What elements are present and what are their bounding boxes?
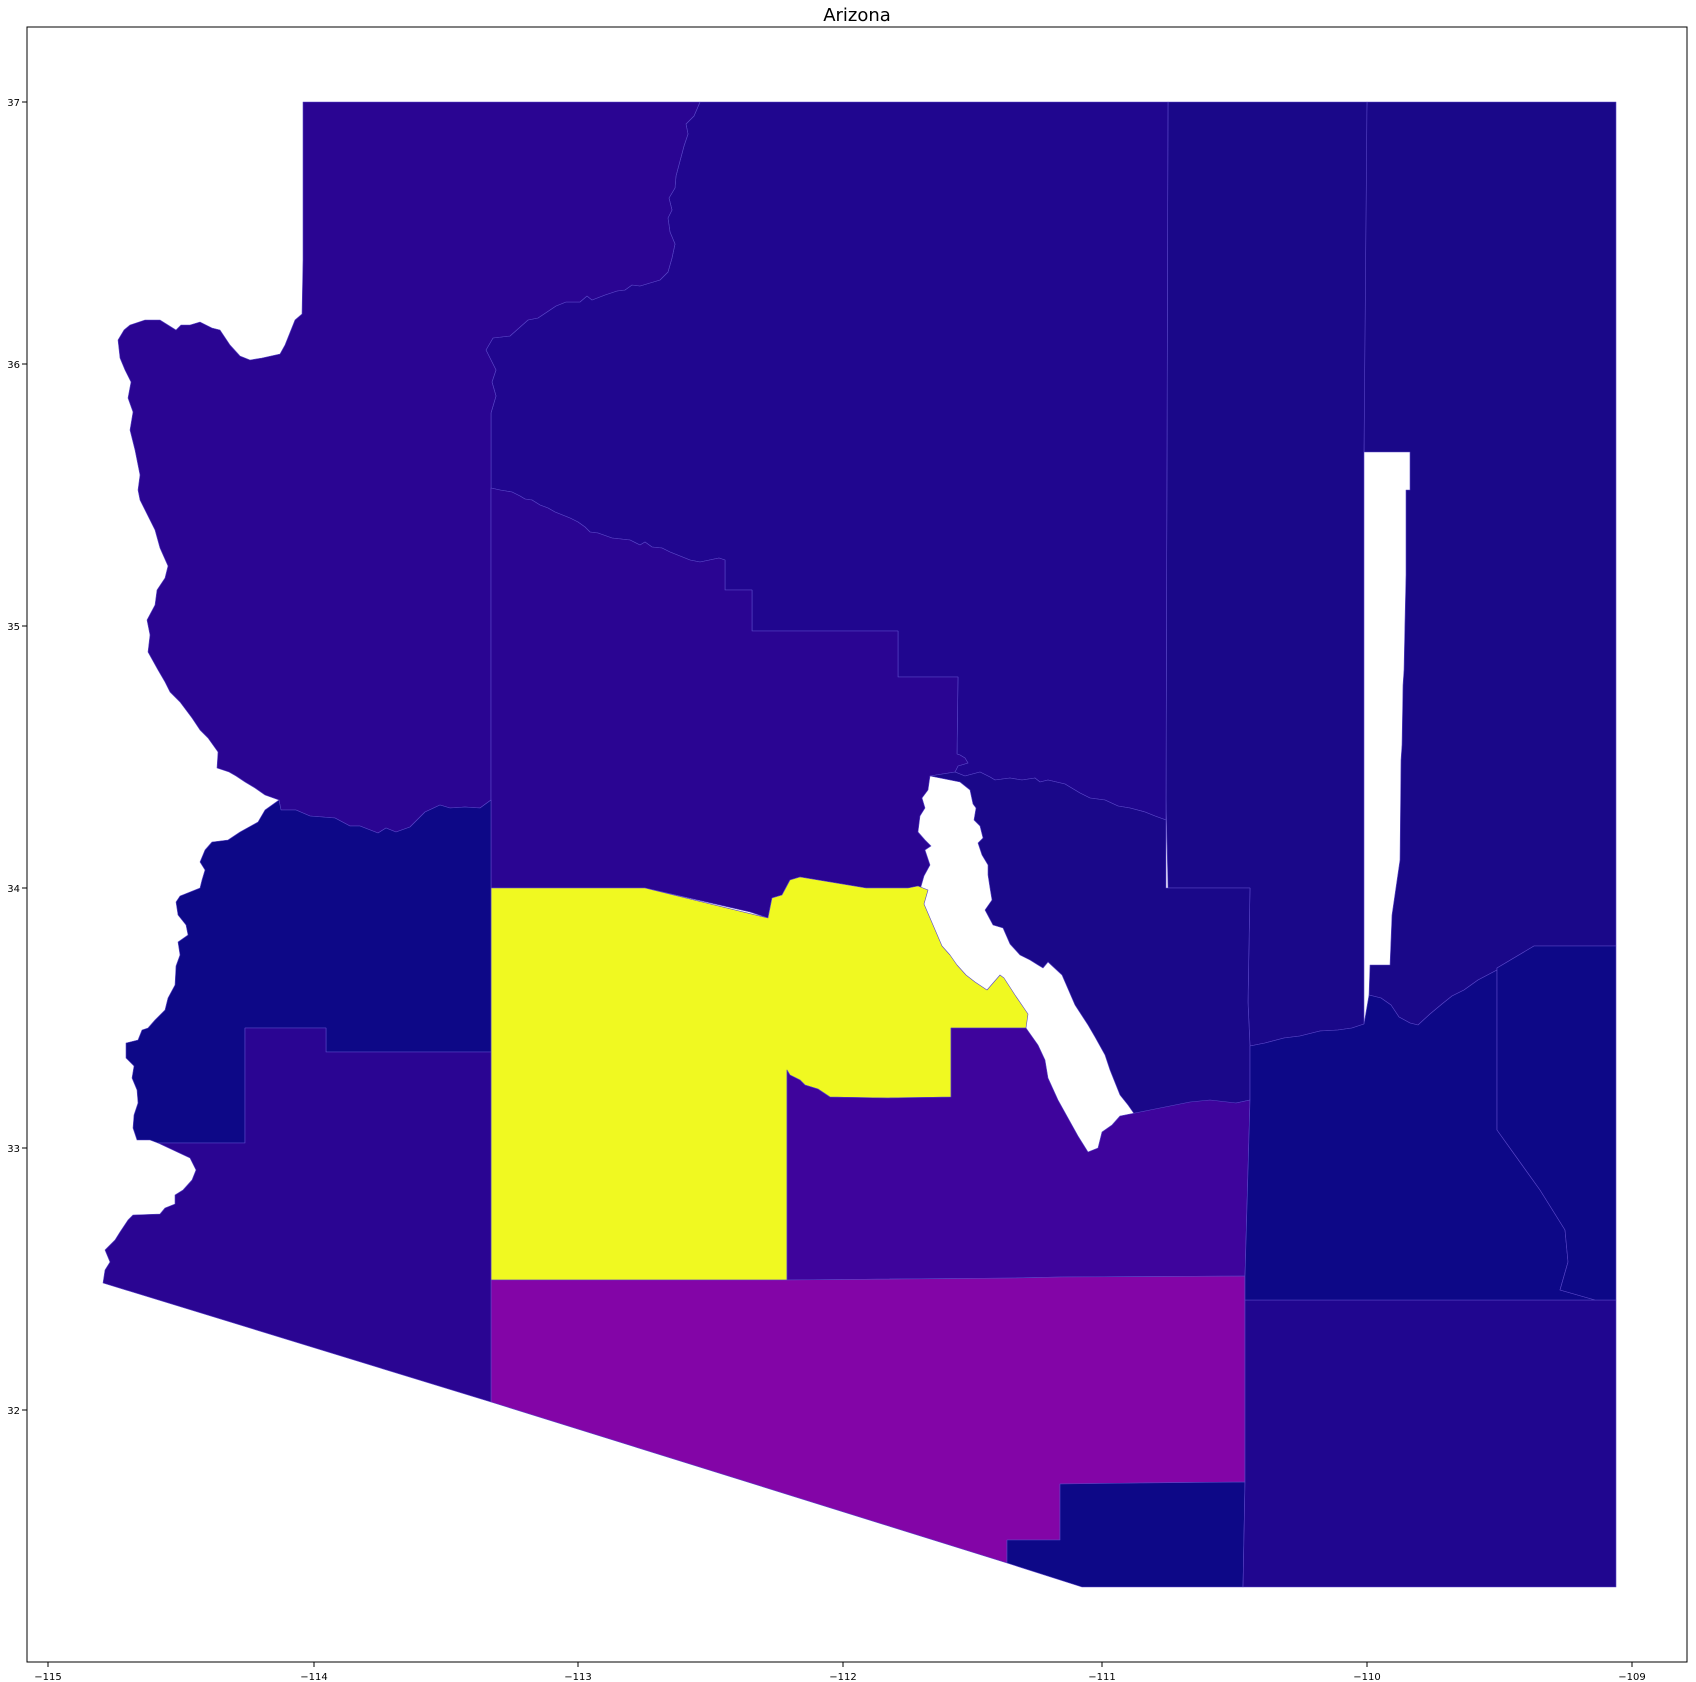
county-pinal bbox=[786, 1027, 1251, 1281]
y-tick-label: 37 bbox=[7, 98, 20, 109]
y-tick-label: 36 bbox=[7, 360, 20, 371]
y-tick-label: 33 bbox=[7, 1144, 20, 1155]
county-apache bbox=[1363, 101, 1617, 1026]
map-title: Arizona bbox=[823, 5, 891, 26]
x-tick-label: −110 bbox=[1353, 1672, 1380, 1682]
y-tick-label: 34 bbox=[7, 884, 20, 895]
x-tick-label: −114 bbox=[300, 1672, 327, 1682]
county-yuma bbox=[102, 1027, 492, 1403]
county-layer bbox=[102, 101, 1617, 1588]
x-tick-label: −111 bbox=[1088, 1672, 1115, 1682]
x-tick-label: −109 bbox=[1618, 1672, 1645, 1682]
x-tick-label: −113 bbox=[564, 1672, 591, 1682]
axes-frame bbox=[26, 26, 1688, 1663]
x-tick-label: −115 bbox=[34, 1672, 61, 1682]
y-tick-label: 35 bbox=[7, 622, 20, 633]
county-mohave bbox=[117, 101, 701, 834]
y-axis: 32 33 34 35 36 37 bbox=[7, 98, 27, 1417]
x-tick-label: −112 bbox=[829, 1672, 856, 1682]
county-la-paz bbox=[125, 799, 492, 1144]
county-greenlee bbox=[1496, 945, 1617, 1301]
county-santa-cruz bbox=[1006, 1481, 1246, 1588]
county-cochise bbox=[1242, 1275, 1617, 1588]
y-tick-label: 32 bbox=[7, 1406, 20, 1417]
x-axis: −115 −114 −113 −112 −111 −110 −109 bbox=[34, 1662, 1646, 1682]
